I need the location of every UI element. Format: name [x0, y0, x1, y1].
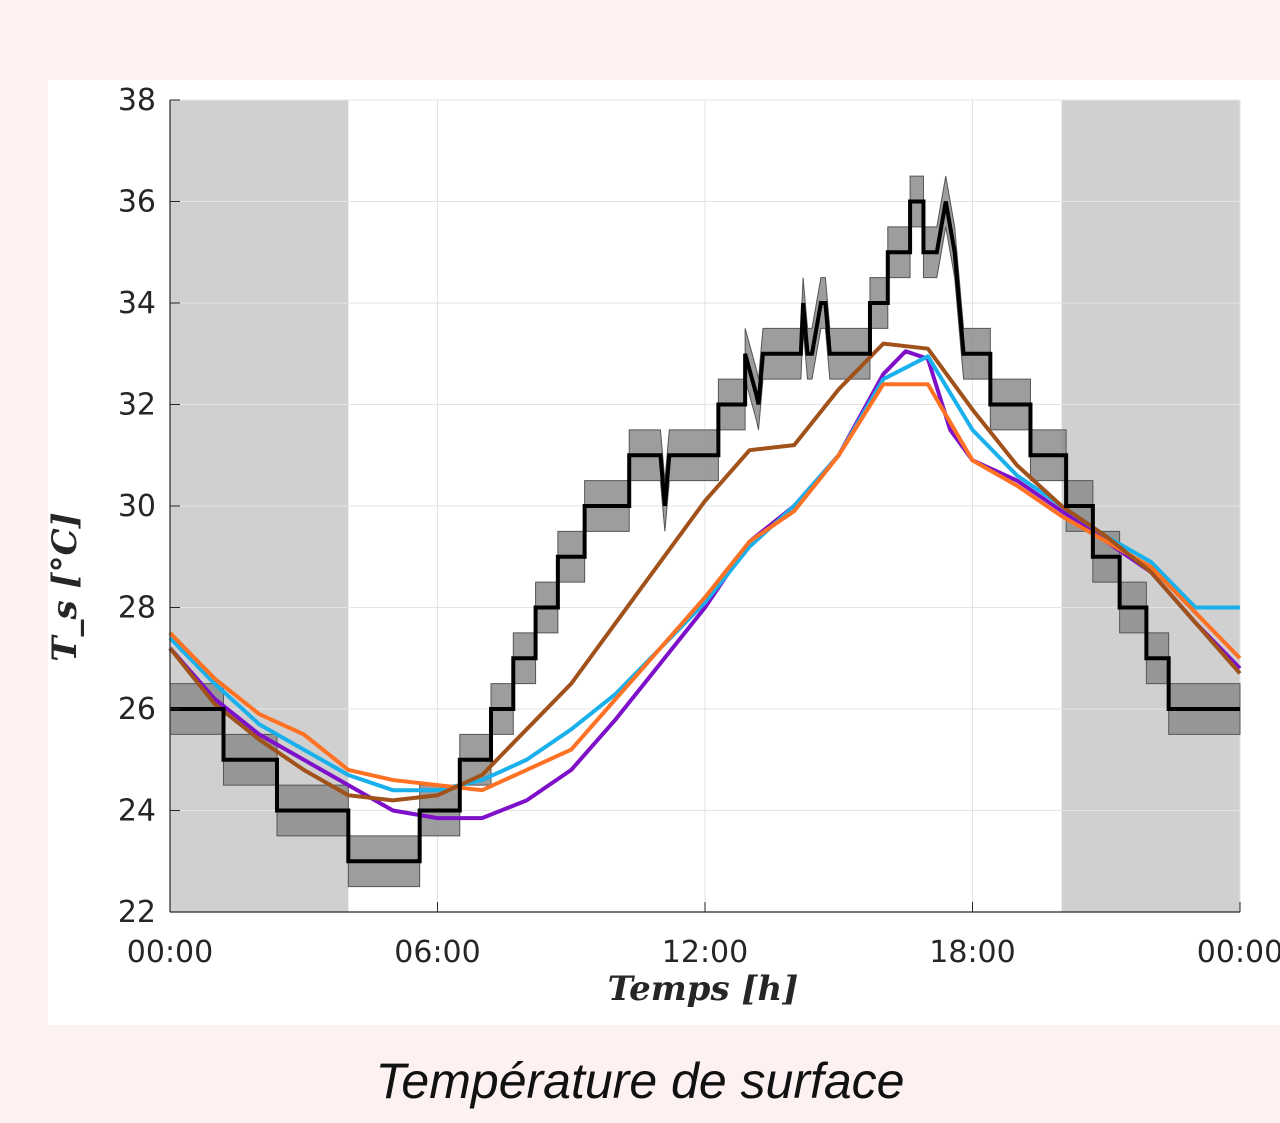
figure-caption: Température de surface — [375, 1053, 905, 1109]
y-tick-label-4: 30 — [118, 489, 156, 524]
x-axis-label: Temps [h] — [608, 969, 799, 1009]
x-tick-label-3: 18:00 — [929, 935, 1015, 970]
x-tick-label-2: 12:00 — [662, 935, 748, 970]
series-group — [168, 199, 1242, 864]
y-tick-label-1: 24 — [118, 794, 156, 829]
series-line-measured — [170, 199, 1240, 864]
y-tick-label-3: 28 — [118, 591, 156, 626]
y-tick-label-8: 38 — [118, 83, 156, 118]
chart-panel: 22 24 26 28 30 32 34 36 38 00:00 06:00 12:00 18:00 00… — [48, 80, 1280, 1025]
tick-labels-group: 22 24 26 28 30 32 34 36 38 00:00 06:00 12:00 18:00 00… — [118, 83, 1280, 970]
x-tick-label-1: 06:00 — [394, 935, 480, 970]
x-tick-label-0: 00:00 — [127, 935, 213, 970]
axes-group — [169, 99, 1241, 913]
y-tick-label-6: 34 — [118, 286, 156, 321]
x-tick-label-4: 00:00 — [1197, 935, 1280, 970]
y-tick-label-2: 26 — [118, 692, 156, 727]
y-tick-label-7: 36 — [118, 185, 156, 220]
series-line-orange — [168, 382, 1242, 793]
y-axis-label: T_s [°C] — [48, 512, 85, 662]
y-tick-label-5: 32 — [118, 388, 156, 423]
temperature-chart: 22 24 26 28 30 32 34 36 38 00:00 06:00 12:00 18:00 00… — [48, 83, 1280, 1009]
series-line-brown — [168, 341, 1242, 803]
y-tick-label-0: 22 — [118, 895, 156, 930]
